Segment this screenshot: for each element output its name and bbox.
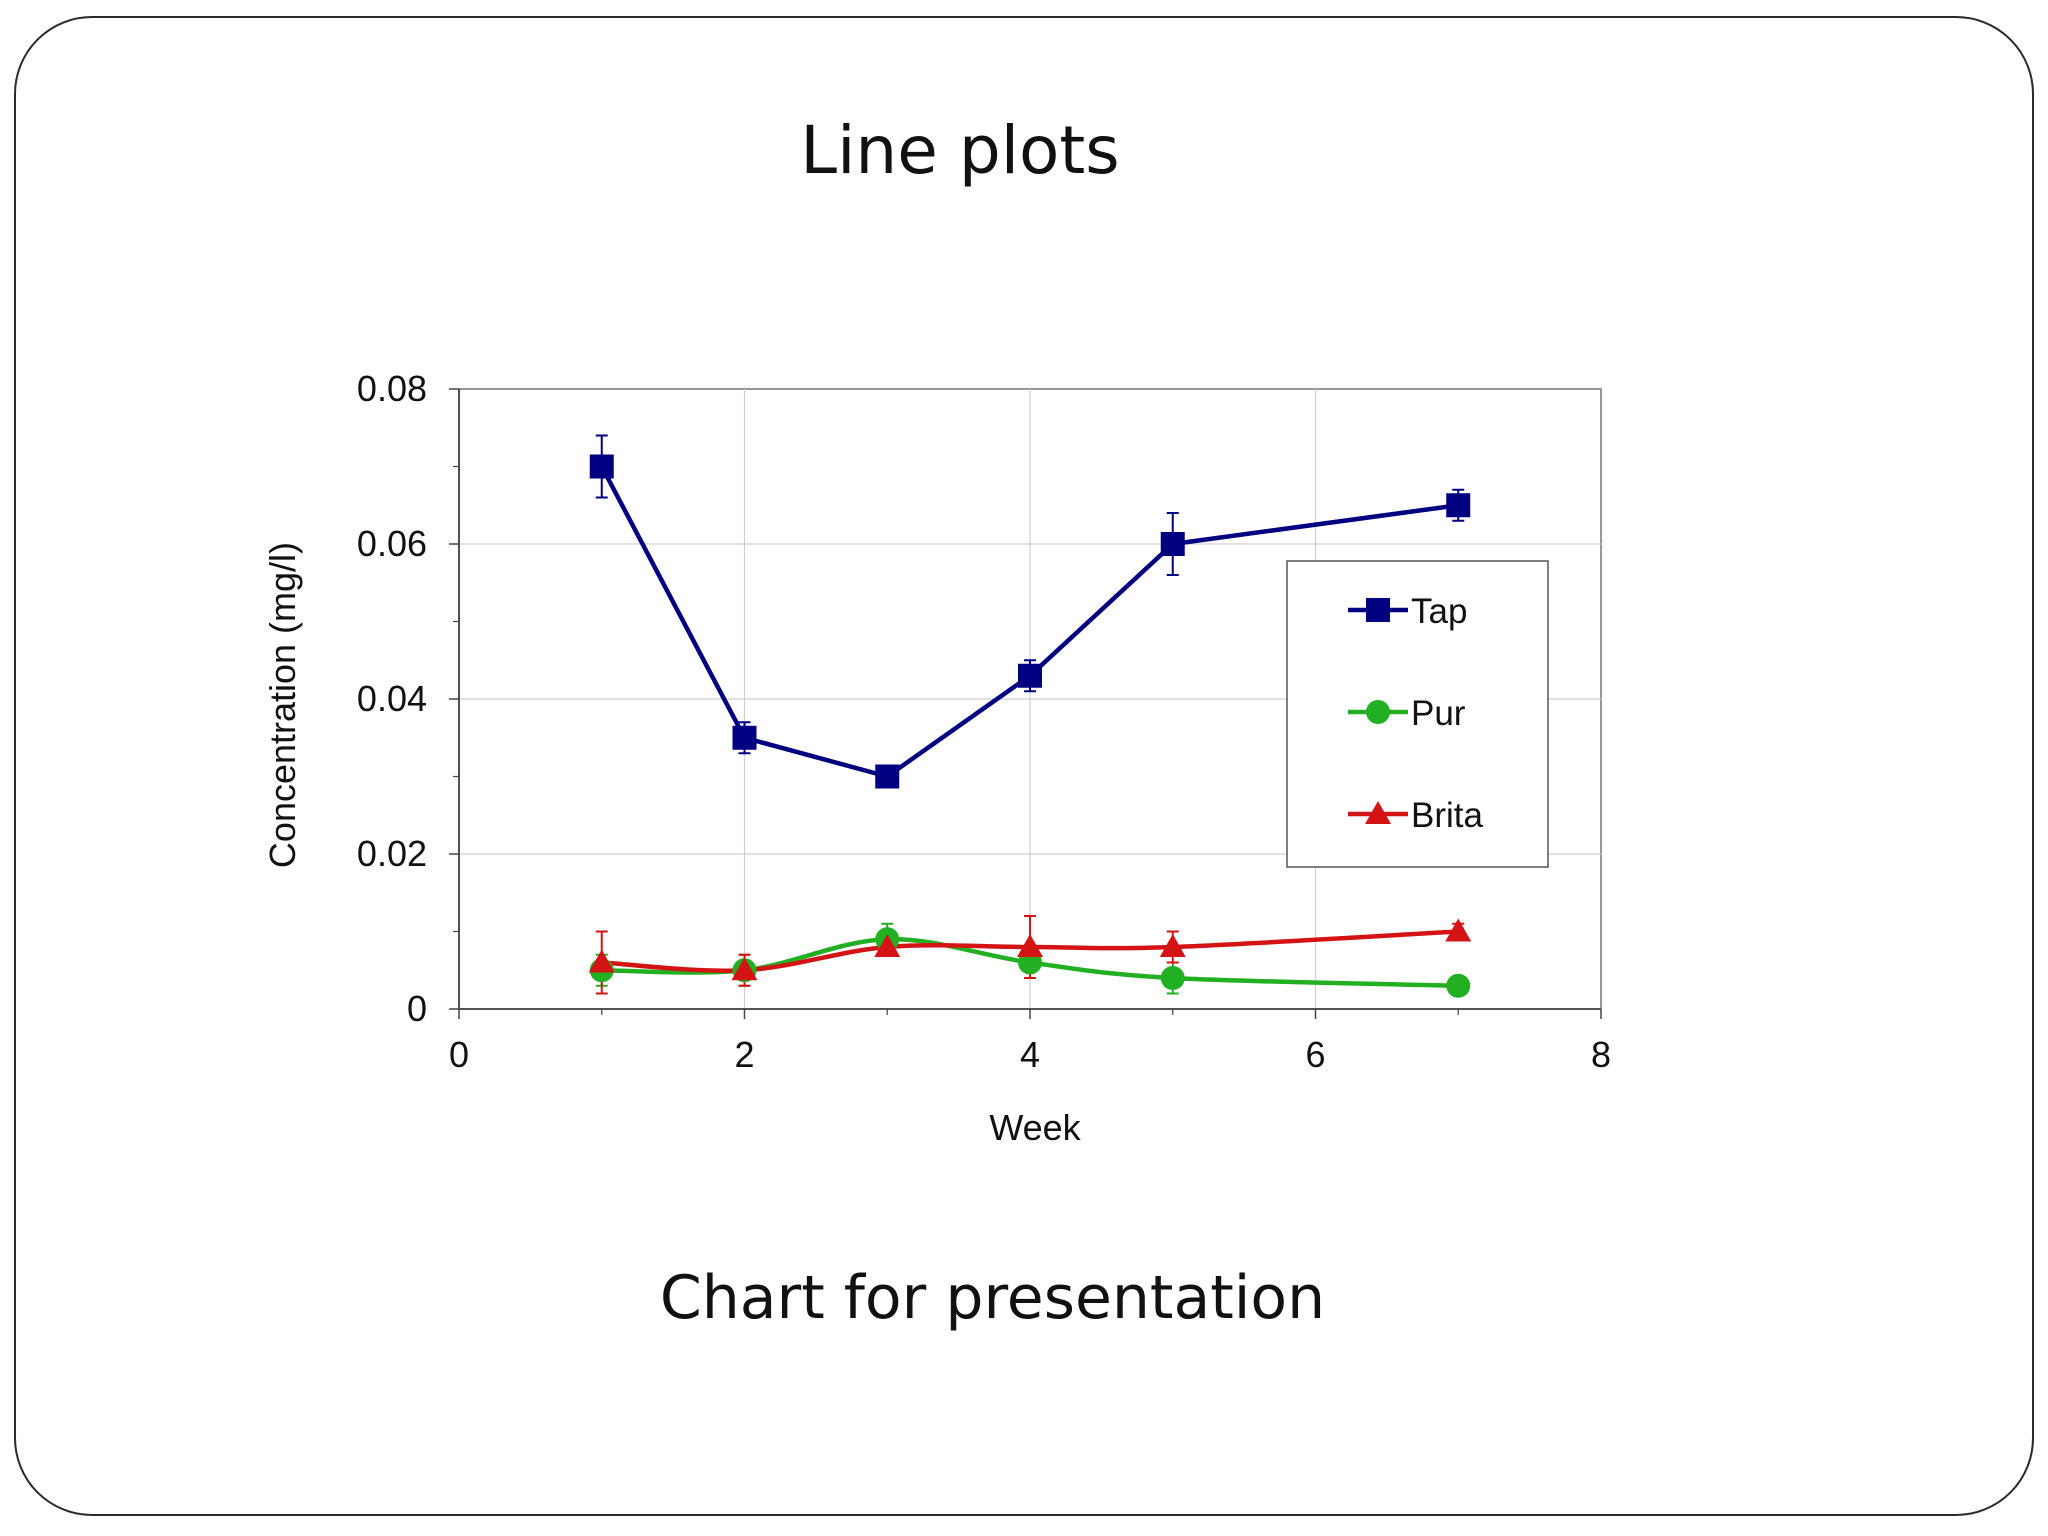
x-tick-label: 2 [734, 1034, 754, 1075]
legend-tap-marker [1366, 598, 1390, 622]
brita-data-point [731, 957, 758, 981]
tap-data-point [1446, 493, 1471, 518]
x-tick-label: 6 [1305, 1034, 1325, 1075]
x-axis-title: Week [989, 1107, 1081, 1148]
brita-data-point [1017, 934, 1043, 957]
y-tick-label: 0.02 [357, 833, 427, 874]
legend-brita-label: Brita [1411, 796, 1484, 835]
slide-caption: Chart for presentation [659, 1263, 1326, 1333]
tap-data-point [732, 725, 757, 750]
slide-title: Line plots [800, 112, 1120, 189]
legend-tap-label: Tap [1411, 592, 1467, 631]
x-tick-label: 0 [449, 1034, 469, 1075]
pur-data-point [1160, 966, 1185, 990]
legend-pur-label: Pur [1411, 694, 1466, 733]
legend-pur-marker [1366, 700, 1390, 724]
brita-data-point [874, 934, 901, 957]
legend: Tap Pur Brita [1286, 560, 1549, 868]
tap-data-point [1160, 532, 1185, 556]
axes: 0 2 4 6 8 0 0.02 0.04 0.06 0.08 [357, 368, 1611, 1075]
tap-data-point [1018, 663, 1042, 688]
y-tick-label: 0 [407, 988, 427, 1029]
tap-data-point [589, 454, 614, 479]
legend-brita-marker [1365, 801, 1391, 824]
x-tick-label: 8 [1591, 1034, 1611, 1075]
brita-data-point [1159, 934, 1186, 957]
axis-labels: Week Concentration (mg/l) [262, 542, 1082, 1148]
data-points [588, 454, 1472, 998]
x-tick-label: 4 [1020, 1034, 1040, 1075]
brita-data-point [588, 949, 615, 973]
y-axis-title: Concentration (mg/l) [262, 542, 303, 868]
y-tick-label: 0.06 [357, 523, 427, 564]
brita-data-point [1445, 918, 1472, 942]
y-tick-label: 0.08 [357, 368, 427, 409]
pur-data-point [1446, 973, 1471, 998]
tap-data-point [875, 764, 900, 789]
tap-series-line [599, 465, 1459, 779]
legend-box [1286, 560, 1549, 868]
y-tick-label: 0.04 [357, 678, 427, 719]
